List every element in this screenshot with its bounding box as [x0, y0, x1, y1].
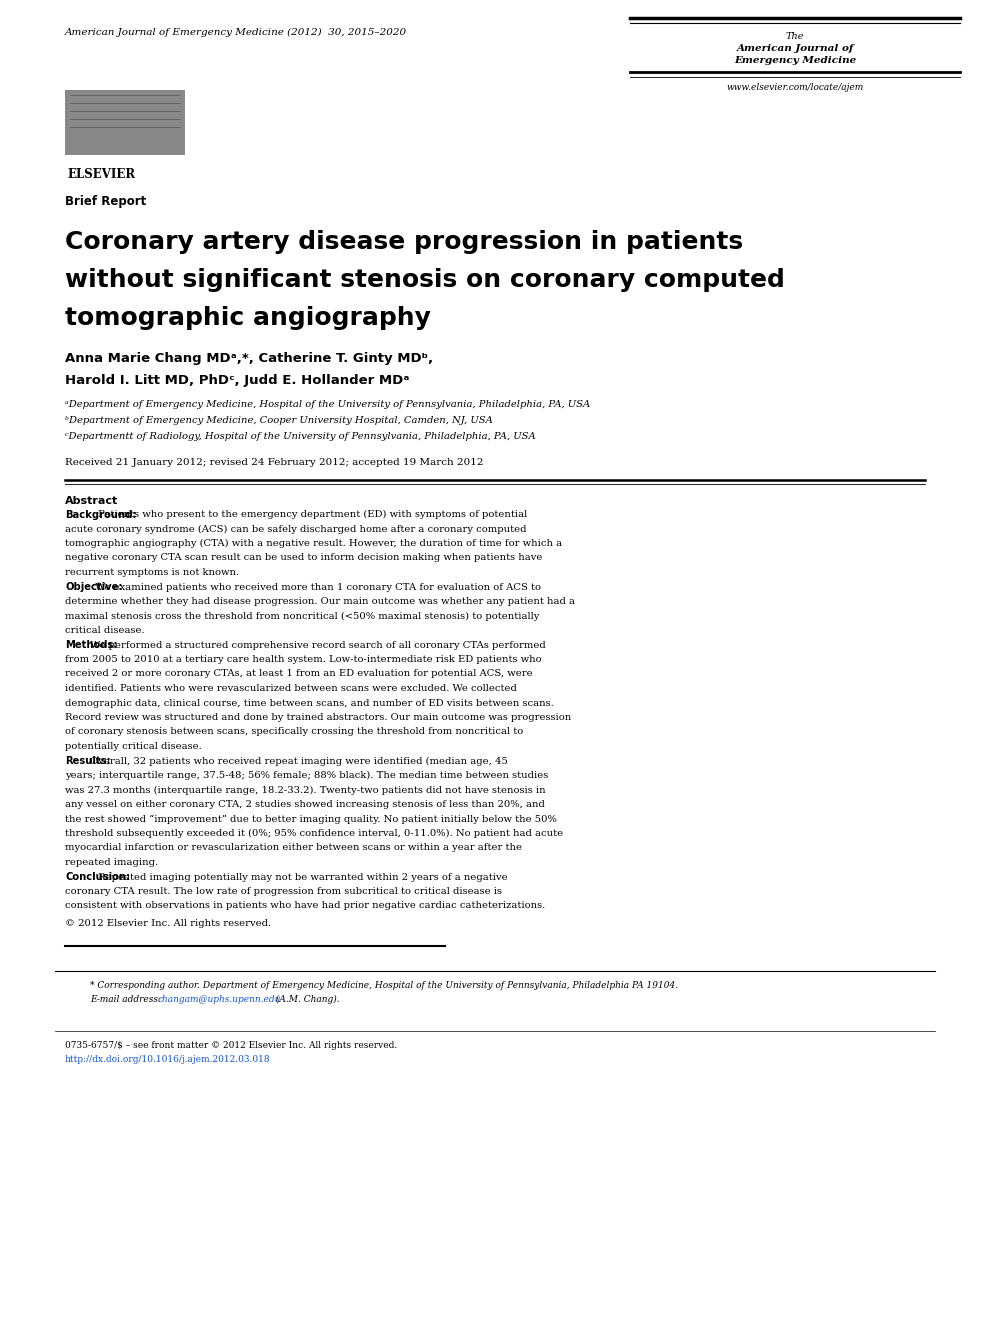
Text: Methods:: Methods:: [65, 640, 118, 651]
Text: © 2012 Elsevier Inc. All rights reserved.: © 2012 Elsevier Inc. All rights reserved…: [65, 919, 271, 928]
Text: ᵃDepartment of Emergency Medicine, Hospital of the University of Pennsylvania, P: ᵃDepartment of Emergency Medicine, Hospi…: [65, 400, 590, 409]
Text: Abstract: Abstract: [65, 496, 118, 506]
Text: tomographic angiography (CTA) with a negative result. However, the duration of t: tomographic angiography (CTA) with a neg…: [65, 539, 562, 548]
Text: ᶜDepartmentt of Radiology, Hospital of the University of Pennsylvania, Philadelp: ᶜDepartmentt of Radiology, Hospital of t…: [65, 432, 536, 441]
Text: potentially critical disease.: potentially critical disease.: [65, 742, 202, 751]
Text: We performed a structured comprehensive record search of all coronary CTAs perfo: We performed a structured comprehensive …: [86, 640, 545, 649]
Text: Objective:: Objective:: [65, 582, 123, 593]
Text: consistent with observations in patients who have had prior negative cardiac cat: consistent with observations in patients…: [65, 902, 545, 911]
Text: The: The: [786, 32, 804, 41]
Text: Record review was structured and done by trained abstractors. Our main outcome w: Record review was structured and done by…: [65, 713, 571, 722]
Text: any vessel on either coronary CTA, 2 studies showed increasing stenosis of less : any vessel on either coronary CTA, 2 stu…: [65, 800, 544, 809]
Text: tomographic angiography: tomographic angiography: [65, 306, 431, 330]
Text: Patients who present to the emergency department (ED) with symptoms of potential: Patients who present to the emergency de…: [95, 510, 527, 519]
Text: demographic data, clinical course, time between scans, and number of ED visits b: demographic data, clinical course, time …: [65, 698, 553, 708]
Text: without significant stenosis on coronary computed: without significant stenosis on coronary…: [65, 268, 785, 292]
Text: Anna Marie Chang MDᵃ,*, Catherine T. Ginty MDᵇ,: Anna Marie Chang MDᵃ,*, Catherine T. Gin…: [65, 352, 434, 366]
Bar: [65, 90, 185, 154]
Text: was 27.3 months (interquartile range, 18.2-33.2). Twenty-two patients did not ha: was 27.3 months (interquartile range, 18…: [65, 785, 545, 795]
Text: changam@uphs.upenn.edu: changam@uphs.upenn.edu: [158, 995, 281, 1005]
Text: critical disease.: critical disease.: [65, 626, 145, 635]
Text: myocardial infarction or revascularization either between scans or within a year: myocardial infarction or revascularizati…: [65, 843, 522, 853]
Text: Received 21 January 2012; revised 24 February 2012; accepted 19 March 2012: Received 21 January 2012; revised 24 Feb…: [65, 458, 483, 467]
Text: acute coronary syndrome (ACS) can be safely discharged home after a coronary com: acute coronary syndrome (ACS) can be saf…: [65, 524, 527, 533]
Text: Repeated imaging potentially may not be warranted within 2 years of a negative: Repeated imaging potentially may not be …: [95, 873, 507, 882]
Text: ELSEVIER: ELSEVIER: [67, 168, 135, 181]
Text: threshold subsequently exceeded it (0%; 95% confidence interval, 0-11.0%). No pa: threshold subsequently exceeded it (0%; …: [65, 829, 563, 838]
Text: * Corresponding author. Department of Emergency Medicine, Hospital of the Univer: * Corresponding author. Department of Em…: [90, 981, 678, 990]
Text: of coronary stenosis between scans, specifically crossing the threshold from non: of coronary stenosis between scans, spec…: [65, 727, 524, 737]
Text: American Journal of Emergency Medicine (2012)  30, 2015–2020: American Journal of Emergency Medicine (…: [65, 28, 407, 37]
Text: 0735-6757/$ – see front matter © 2012 Elsevier Inc. All rights reserved.: 0735-6757/$ – see front matter © 2012 El…: [65, 1041, 397, 1049]
Text: maximal stenosis cross the threshold from noncritical (<50% maximal stenosis) to: maximal stenosis cross the threshold fro…: [65, 611, 540, 620]
Text: the rest showed “improvement” due to better imaging quality. No patient initiall: the rest showed “improvement” due to bet…: [65, 814, 556, 824]
Text: determine whether they had disease progression. Our main outcome was whether any: determine whether they had disease progr…: [65, 597, 575, 606]
Text: (A.M. Chang).: (A.M. Chang).: [273, 995, 340, 1005]
Text: Conclusion:: Conclusion:: [65, 873, 130, 883]
Text: Emergency Medicine: Emergency Medicine: [734, 55, 856, 65]
Text: coronary CTA result. The low rate of progression from subcritical to critical di: coronary CTA result. The low rate of pro…: [65, 887, 502, 896]
Text: American Journal of: American Journal of: [737, 44, 853, 53]
Text: negative coronary CTA scan result can be used to inform decision making when pat: negative coronary CTA scan result can be…: [65, 553, 543, 562]
Text: Results:: Results:: [65, 756, 111, 767]
Text: from 2005 to 2010 at a tertiary care health system. Low-to-intermediate risk ED : from 2005 to 2010 at a tertiary care hea…: [65, 655, 542, 664]
Text: received 2 or more coronary CTAs, at least 1 from an ED evaluation for potential: received 2 or more coronary CTAs, at lea…: [65, 669, 533, 678]
Text: years; interquartile range, 37.5-48; 56% female; 88% black). The median time bet: years; interquartile range, 37.5-48; 56%…: [65, 771, 548, 780]
Text: Background:: Background:: [65, 510, 137, 520]
Text: http://dx.doi.org/10.1016/j.ajem.2012.03.018: http://dx.doi.org/10.1016/j.ajem.2012.03…: [65, 1055, 270, 1064]
Text: Overall, 32 patients who received repeat imaging were identified (median age, 45: Overall, 32 patients who received repeat…: [86, 756, 508, 766]
Text: E-mail address:: E-mail address:: [90, 995, 161, 1005]
Text: ᵇDepartment of Emergency Medicine, Cooper University Hospital, Camden, NJ, USA: ᵇDepartment of Emergency Medicine, Coope…: [65, 416, 493, 425]
Text: repeated imaging.: repeated imaging.: [65, 858, 158, 867]
Text: Coronary artery disease progression in patients: Coronary artery disease progression in p…: [65, 230, 743, 253]
Text: identified. Patients who were revascularized between scans were excluded. We col: identified. Patients who were revascular…: [65, 684, 517, 693]
Text: Harold I. Litt MD, PhDᶜ, Judd E. Hollander MDᵃ: Harold I. Litt MD, PhDᶜ, Judd E. Holland…: [65, 374, 410, 387]
Text: www.elsevier.com/locate/ajem: www.elsevier.com/locate/ajem: [727, 83, 863, 92]
Text: Brief Report: Brief Report: [65, 195, 147, 209]
Text: recurrent symptoms is not known.: recurrent symptoms is not known.: [65, 568, 240, 577]
Text: We examined patients who received more than 1 coronary CTA for evaluation of ACS: We examined patients who received more t…: [92, 582, 541, 591]
